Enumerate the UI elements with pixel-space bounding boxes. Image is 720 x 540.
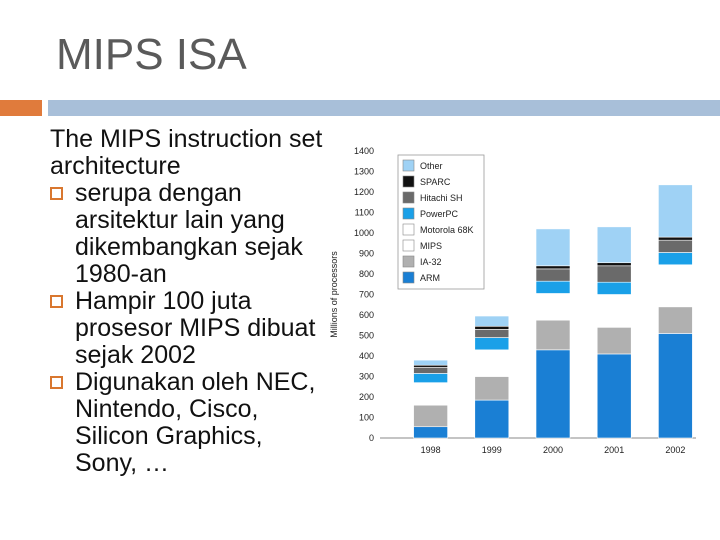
bar-segment — [474, 337, 510, 351]
bar-segment — [596, 312, 632, 328]
x-tick-label: 1998 — [421, 445, 441, 455]
legend-label: MIPS — [420, 241, 442, 251]
legend-label: IA-32 — [420, 257, 442, 267]
bar-segment — [596, 327, 632, 355]
legend-label: Hitachi SH — [420, 193, 463, 203]
bar-segment — [413, 404, 448, 428]
bar-segment — [535, 280, 571, 294]
bar-segment — [413, 364, 448, 368]
bullet-text: Hampir 100 juta prosesor MIPS dibuat sej… — [75, 287, 316, 369]
bar-segment — [596, 265, 632, 283]
y-tick-label: 1300 — [354, 167, 374, 177]
legend-swatch — [402, 191, 415, 204]
square-bullet-icon — [50, 295, 63, 308]
bullet-item: Digunakan oleh NEC, Nintendo, Cisco, Sil… — [50, 369, 325, 477]
y-tick-label: 0 — [369, 433, 374, 443]
bullet-text: Digunakan oleh NEC, Nintendo, Cisco, Sil… — [75, 368, 316, 477]
legend-label: PowerPC — [420, 209, 459, 219]
y-tick-label: 500 — [359, 331, 374, 341]
bar-segment — [596, 281, 632, 295]
legend-swatch — [402, 271, 415, 284]
bar-segment — [474, 325, 510, 330]
bar-segment — [658, 264, 693, 286]
bar-segment — [658, 239, 693, 253]
slide-title: MIPS ISA — [56, 30, 247, 79]
legend-swatch — [402, 223, 415, 236]
x-tick-label: 2001 — [604, 445, 624, 455]
bar-segment — [658, 184, 693, 238]
bar-segment — [474, 399, 510, 439]
bar-segment — [413, 373, 448, 383]
legend-swatch — [402, 239, 415, 252]
bar-segment — [596, 353, 632, 439]
legend-label: ARM — [420, 273, 440, 283]
bar-segment — [474, 349, 510, 367]
bar-segment — [596, 294, 632, 314]
slide-body: The MIPS instruction set architecture se… — [50, 126, 325, 477]
y-tick-label: 600 — [359, 310, 374, 320]
y-tick-label: 200 — [359, 392, 374, 402]
square-bullet-icon — [50, 376, 63, 389]
bar-segment — [535, 293, 571, 315]
legend-swatch — [402, 175, 415, 188]
bullet-item: serupa dengan arsitektur lain yang dikem… — [50, 180, 325, 288]
bar-segment — [658, 236, 693, 241]
bar-segment — [658, 284, 693, 308]
intro-text: The MIPS instruction set architecture — [50, 125, 323, 180]
y-tick-label: 1000 — [354, 228, 374, 238]
y-tick-label: 300 — [359, 372, 374, 382]
legend-label: Other — [420, 161, 443, 171]
bar-segment — [658, 306, 693, 334]
square-bullet-icon — [50, 187, 63, 200]
legend-swatch — [402, 207, 415, 220]
legend-box — [397, 154, 485, 290]
bar-segment — [413, 426, 448, 439]
legend-label: Motorola 68K — [420, 225, 474, 235]
bar-segment — [535, 228, 571, 267]
accent-bar-left — [0, 100, 42, 116]
y-tick-label: 1400 — [354, 146, 374, 156]
bar-segment — [658, 252, 693, 266]
accent-bar-right — [48, 100, 720, 116]
bar-segment — [474, 329, 510, 338]
x-tick-label: 2000 — [543, 445, 563, 455]
y-tick-label: 900 — [359, 249, 374, 259]
bar-segment — [535, 313, 571, 321]
bar-segment — [413, 366, 448, 374]
bar-segment — [658, 333, 693, 439]
bar-segment — [535, 349, 571, 439]
y-tick-label: 100 — [359, 413, 374, 423]
bar-segment — [535, 319, 571, 351]
bar-segment — [596, 226, 632, 264]
bar-segment — [535, 265, 571, 270]
bullet-text: serupa dengan arsitektur lain yang dikem… — [75, 179, 303, 288]
bar-segment — [474, 376, 510, 401]
bar-segment — [535, 268, 571, 282]
y-tick-label: 700 — [359, 290, 374, 300]
y-tick-label: 400 — [359, 351, 374, 361]
y-axis-label: Millions of processors — [329, 251, 339, 338]
x-tick-label: 2002 — [665, 445, 685, 455]
y-tick-label: 1100 — [355, 208, 374, 218]
y-tick-label: 800 — [359, 269, 374, 279]
legend-swatch — [402, 255, 415, 268]
y-tick-label: 1200 — [354, 187, 374, 197]
bar-segment — [474, 315, 510, 327]
x-tick-label: 1999 — [482, 445, 502, 455]
bar-segment — [474, 365, 510, 377]
bar-segment — [413, 382, 448, 390]
bar-segment — [596, 262, 632, 267]
bar-segment — [413, 388, 448, 406]
legend-label: SPARC — [420, 177, 451, 187]
stacked-bar-chart: 0 100 200 300 400 500 600 700 800 900 1000 1100 1200… — [329, 146, 696, 455]
bullet-item: Hampir 100 juta prosesor MIPS dibuat sej… — [50, 288, 325, 369]
bar-segment — [413, 359, 448, 366]
legend-swatch — [402, 159, 415, 172]
